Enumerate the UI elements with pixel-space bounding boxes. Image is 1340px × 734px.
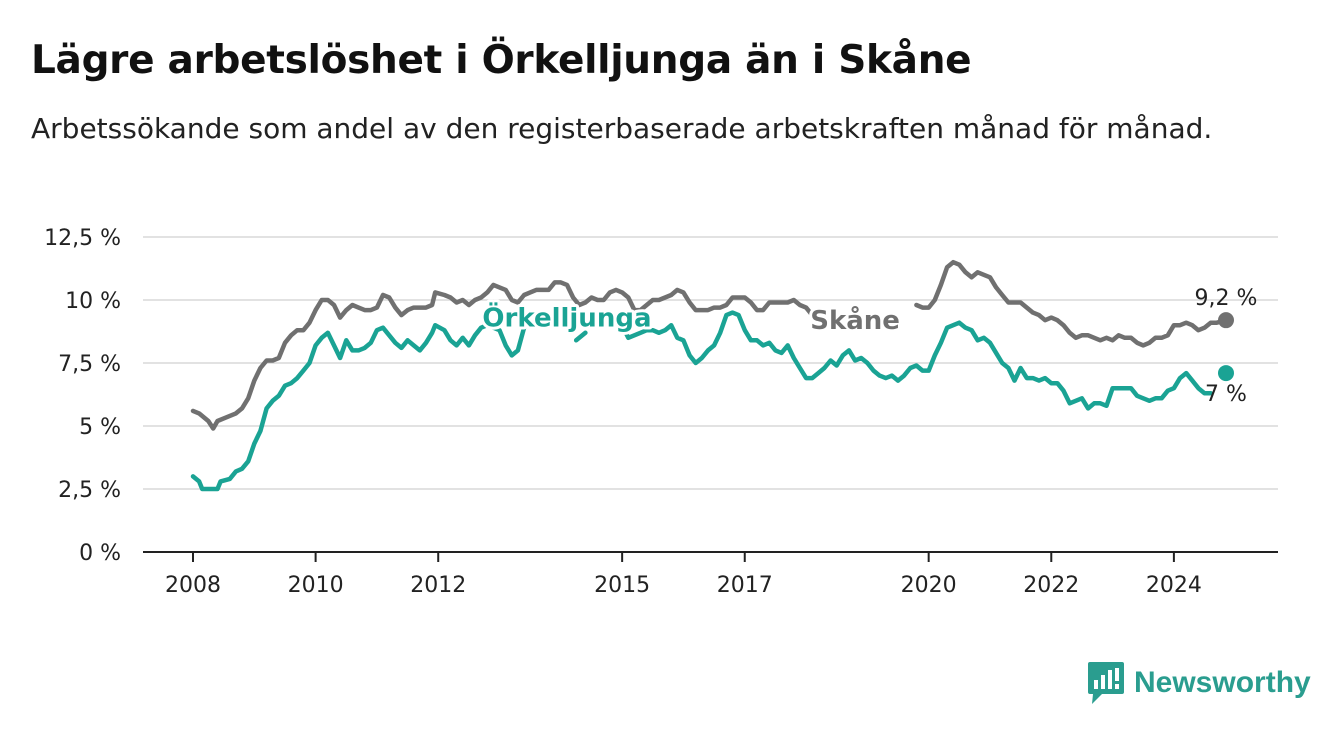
chart-subtitle: Arbetssökande som andel av den registerb… <box>31 112 1213 145</box>
series-label-orkelljunga: Örkelljunga <box>482 301 651 334</box>
x-tick-label: 2024 <box>1146 573 1202 598</box>
chart-title: Lägre arbetslöshet i Örkelljunga än i Sk… <box>31 38 972 83</box>
series-label-skane: Skåne <box>810 304 900 336</box>
y-tick-label: 7,5 % <box>58 352 121 377</box>
y-tick-label: 10 % <box>65 289 121 314</box>
x-tick-label: 2022 <box>1023 573 1079 598</box>
grid-lines <box>143 236 1278 490</box>
brand-logo: Newsworthy <box>1088 660 1311 706</box>
x-tick-label: 2020 <box>901 573 957 598</box>
x-tick-label: 2012 <box>410 573 466 598</box>
y-tick-label: 12,5 % <box>44 226 121 251</box>
series-line-orkelljunga <box>193 313 1226 489</box>
x-tick-label: 2010 <box>288 573 344 598</box>
series-label-halo-orkelljunga: Örkelljunga <box>482 301 651 334</box>
series-lines <box>190 259 1234 489</box>
end-value-label-orkelljunga: 7 % <box>1205 382 1247 407</box>
x-tick-label: 2017 <box>717 573 773 598</box>
x-tick-label: 2015 <box>594 573 650 598</box>
y-tick-label: 5 % <box>79 415 121 440</box>
end-value-label-skane: 9,2 % <box>1195 286 1258 311</box>
y-axis-ticks: 0 % 2,5 % 5 % 7,5 % 10 % 12,5 % <box>44 226 121 566</box>
end-point-orkelljunga <box>1218 365 1234 382</box>
series-line-skane <box>190 259 1229 431</box>
y-tick-label: 0 % <box>79 541 121 566</box>
series-label-halo-skane: Skåne <box>810 304 900 336</box>
x-axis-ticks: 2008 2010 2012 2015 2017 2020 2022 2024 <box>165 552 1202 598</box>
end-point-skane <box>1218 312 1234 329</box>
brand-name: Newsworthy <box>1134 666 1311 699</box>
newsworthy-logo-icon <box>1088 662 1124 704</box>
x-tick-label: 2008 <box>165 573 221 598</box>
y-tick-label: 2,5 % <box>58 478 121 503</box>
